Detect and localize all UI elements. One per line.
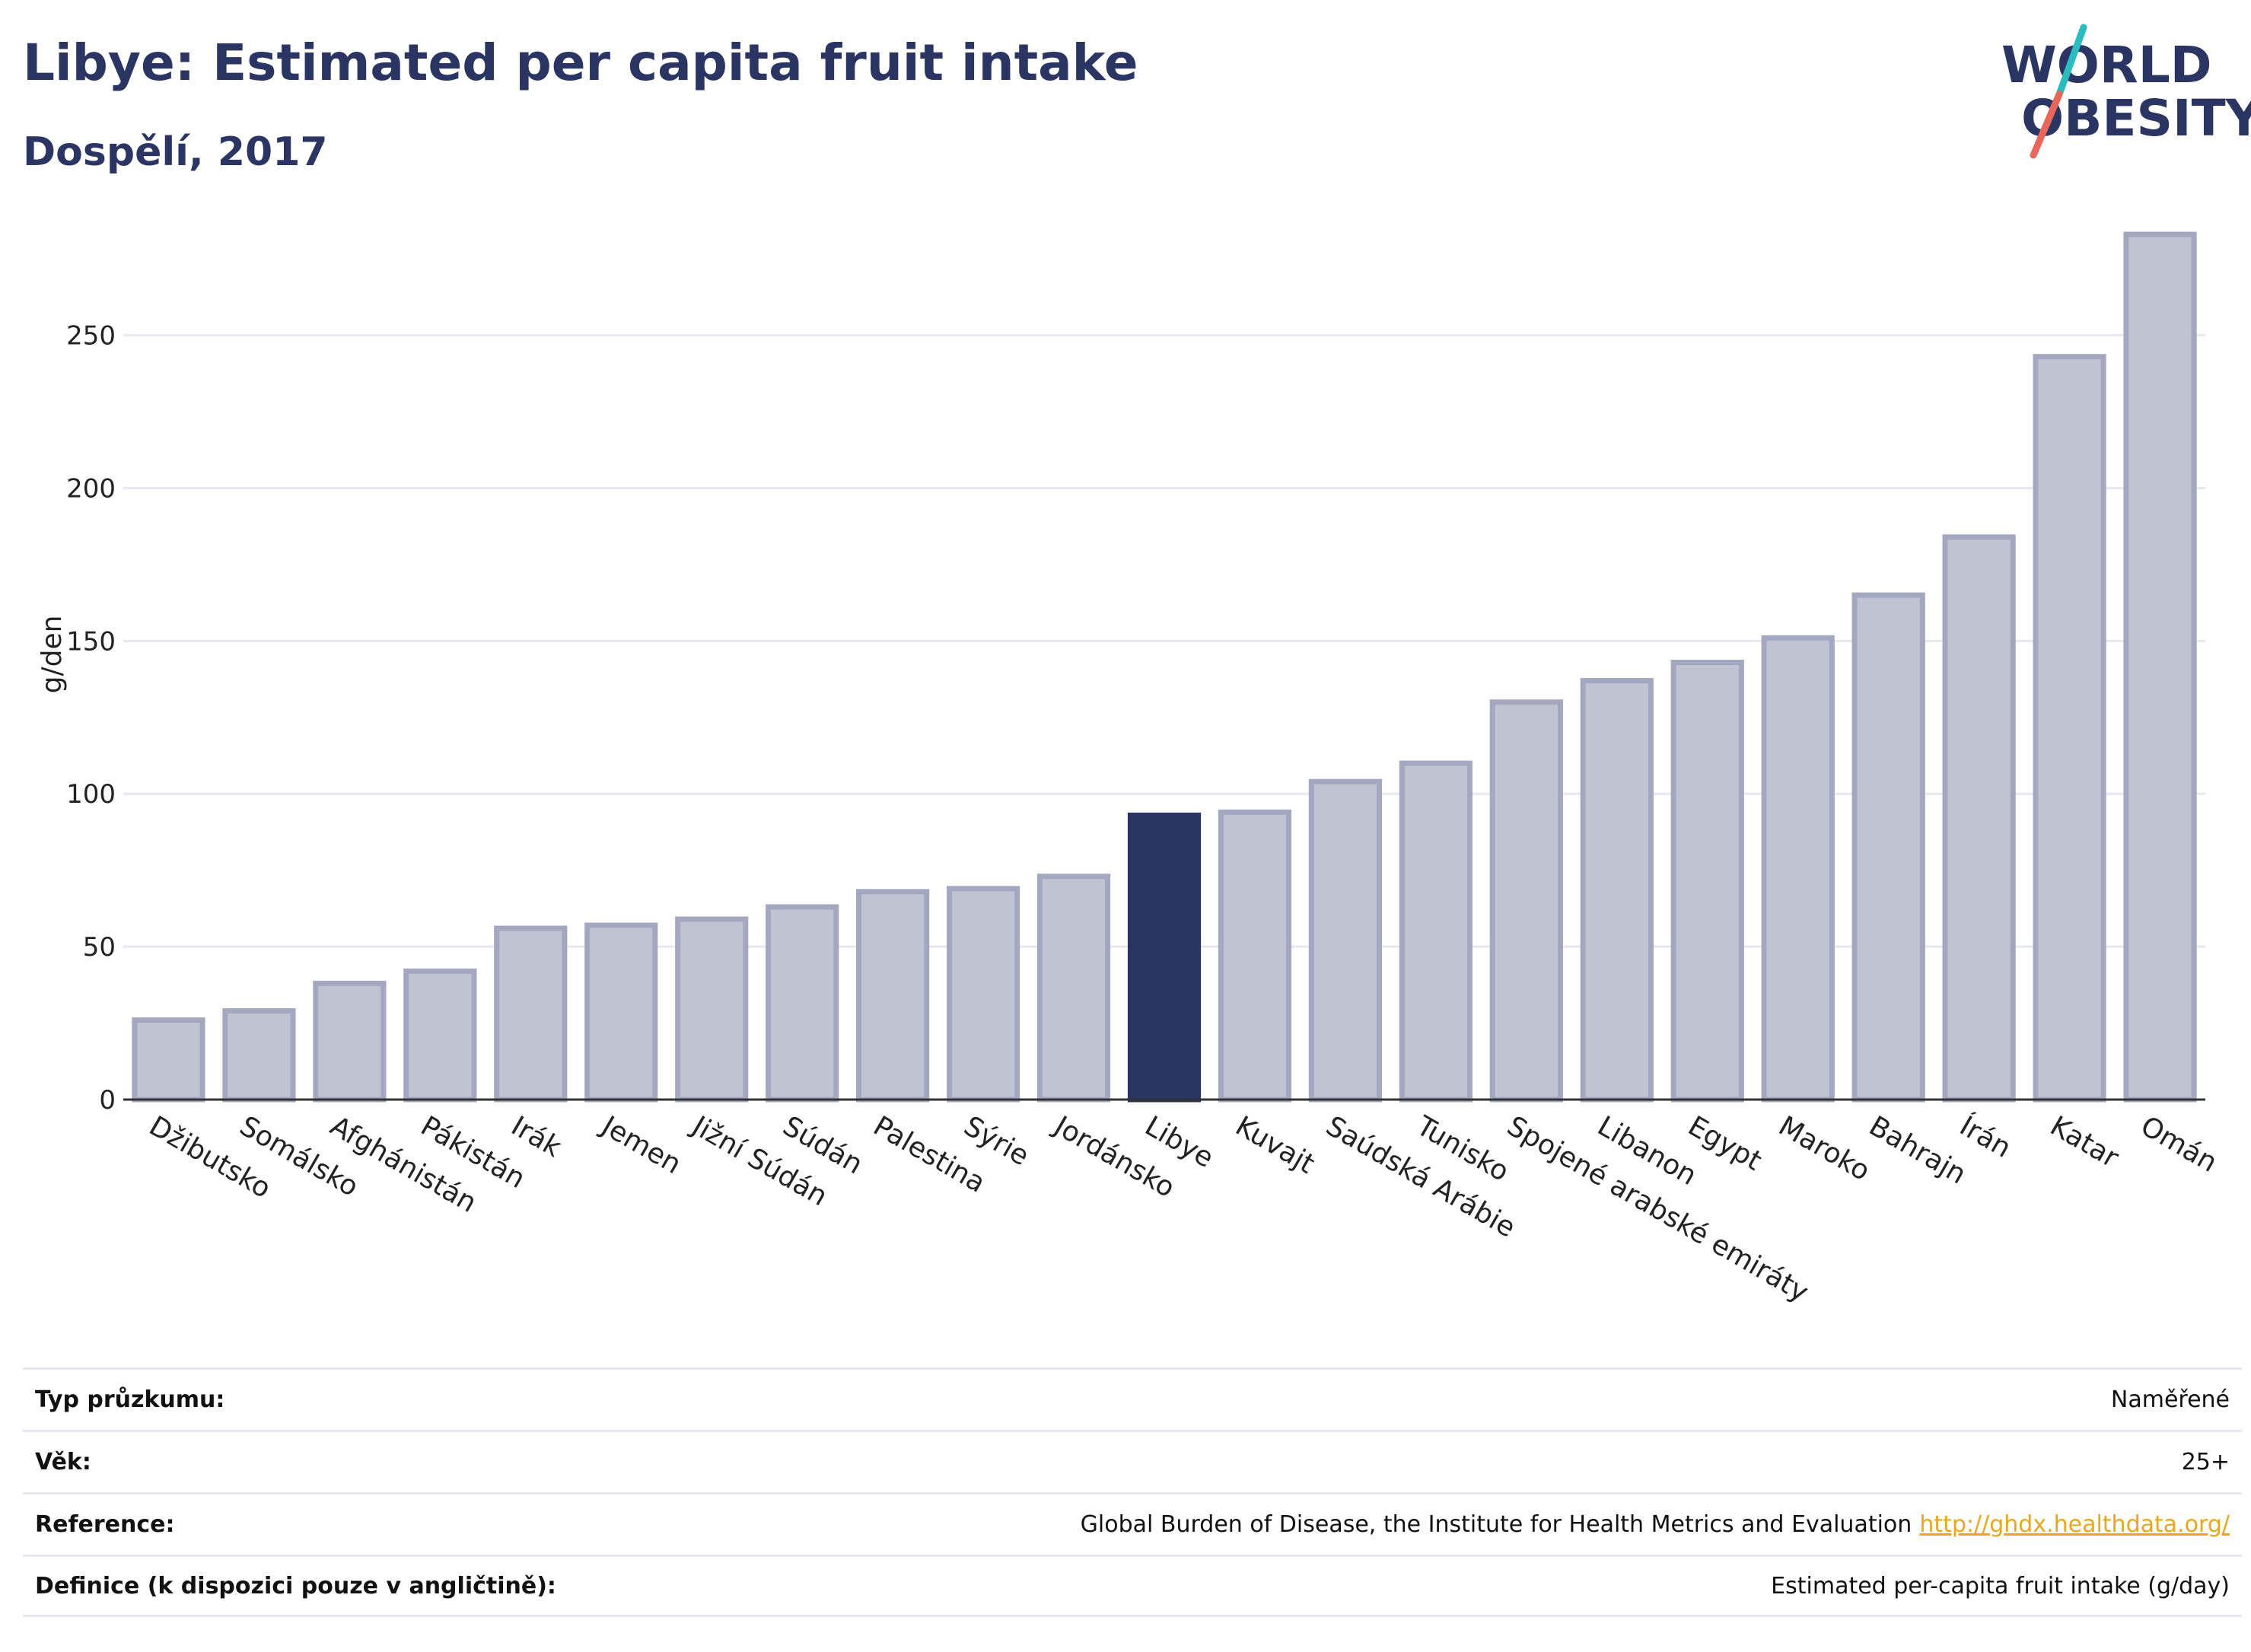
metadata-label: Věk: [35, 1449, 91, 1475]
metadata-row: Věk: 25+ [23, 1430, 2242, 1492]
logo-slash-bottom [2030, 91, 2063, 159]
bar-Omán [2123, 231, 2197, 1103]
y-tick-label: 250 [66, 321, 116, 352]
bar-Somálsko [222, 1007, 296, 1103]
x-tick-label: Kuvajt [1230, 1110, 1320, 1180]
metadata-value: Estimated per-capita fruit intake (g/day… [1771, 1573, 2230, 1599]
bar-Pákistán [403, 968, 477, 1103]
metadata-value: Naměřené [2111, 1386, 2230, 1413]
metadata-value-text: 25+ [2181, 1449, 2230, 1475]
y-tick-label: 0 [99, 1085, 116, 1116]
metadata-table: Typ průzkumu: Naměřené Věk: 25+ Reference: Gl… [23, 1367, 2242, 1617]
metadata-value-text: Estimated per-capita fruit intake (g/day… [1771, 1572, 2230, 1599]
y-axis-label: g/den [37, 616, 68, 694]
bar-Kuvajt [1218, 809, 1292, 1103]
bar-Libanon [1580, 678, 1654, 1103]
y-tick-label: 150 [66, 626, 116, 657]
metadata-label: Definice (k dispozici pouze v angličtině… [35, 1572, 556, 1599]
metadata-row: Definice (k dispozici pouze v angličtině… [23, 1555, 2242, 1617]
y-tick-label: 50 [83, 932, 116, 963]
bar-Maroko [1761, 635, 1835, 1103]
bar-Spojené arabské emiráty [1489, 699, 1563, 1103]
bar-Írán [1942, 534, 2016, 1103]
bar-Egypt [1670, 659, 1744, 1103]
bar-Katar [2033, 354, 2106, 1103]
metadata-value-text: Global Burden of Disease, the Institute … [1080, 1511, 1912, 1538]
x-tick-label: Omán [2135, 1110, 2222, 1179]
bar-Súdán [766, 904, 839, 1103]
metadata-label: Typ průzkumu: [35, 1386, 225, 1413]
bar-Saúdská Arábie [1308, 778, 1383, 1103]
bar-Sýrie [946, 886, 1020, 1103]
bar-Jordánsko [1036, 874, 1111, 1103]
x-tick-label: Írán [1954, 1109, 2017, 1164]
logo-text-world: WORLD [2001, 36, 2212, 94]
bar-Tunisko [1399, 760, 1473, 1103]
bar-Libye [1127, 812, 1202, 1103]
metadata-label: Reference: [35, 1511, 175, 1538]
chart-subtitle: Dospělí, 2017 [23, 129, 328, 175]
x-tick-label: Jemen [595, 1109, 686, 1180]
bar-Irák [494, 925, 568, 1103]
x-tick-label: Katar [2045, 1110, 2124, 1174]
world-obesity-logo: WORLD OBESITY [2001, 24, 2251, 159]
metadata-value: Global Burden of Disease, the Institute … [1081, 1511, 2230, 1538]
bar-Bahrajn [1851, 592, 1925, 1103]
metadata-row: Typ průzkumu: Naměřené [23, 1367, 2242, 1430]
x-tick-label: Bahrajn [1864, 1110, 1971, 1190]
bar-Jemen [584, 922, 658, 1103]
bar-chart: 050100150200250DžibutskoSomálskoAfghánis… [37, 231, 2222, 1309]
chart-title: Libye: Estimated per capita fruit intake [23, 33, 1138, 92]
bar-Palestina [856, 889, 930, 1103]
logo-slash-top [2055, 24, 2087, 98]
metadata-row: Reference: Global Burden of Disease, the … [23, 1492, 2242, 1555]
bars [132, 231, 2197, 1103]
metadata-value-text: Naměřené [2110, 1386, 2230, 1413]
bar-Džibutsko [132, 1017, 205, 1103]
bar-Jižní Súdán [675, 916, 749, 1103]
y-tick-label: 200 [66, 473, 116, 504]
x-tick-label: Maroko [1773, 1110, 1875, 1187]
x-tick-label: Irák [506, 1110, 567, 1163]
y-tick-label: 100 [66, 779, 116, 810]
reference-link[interactable]: http://ghdx.healthdata.org/ [1919, 1511, 2230, 1538]
bar-Afghánistán [313, 980, 387, 1103]
metadata-value: 25+ [2182, 1449, 2230, 1475]
